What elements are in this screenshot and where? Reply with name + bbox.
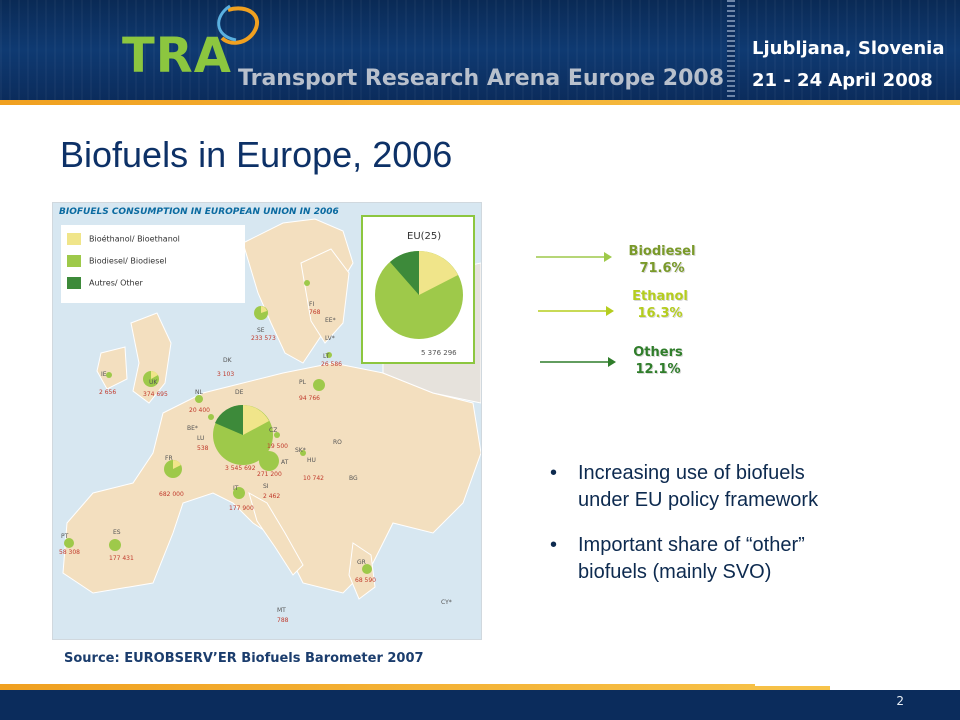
country-code: IE xyxy=(101,371,107,378)
legend-item-biodiesel: Biodiesel/ Biodiesel xyxy=(67,255,167,269)
country-value: 2 656 xyxy=(99,389,117,396)
country-value: 58 308 xyxy=(59,549,80,556)
header-divider xyxy=(727,0,735,100)
country-code: CZ xyxy=(269,427,278,434)
page-number: 2 xyxy=(896,694,904,708)
slide-title: Biofuels in Europe, 2006 xyxy=(60,134,453,175)
logo-wordmark: TRA xyxy=(122,28,232,84)
country-code: EE* xyxy=(325,317,336,324)
country-code: HU xyxy=(307,457,316,464)
bullet-dot-icon: • xyxy=(550,534,558,556)
eu-inset-label: EU(25) xyxy=(407,231,442,242)
header-texture xyxy=(0,0,960,100)
legend-label: Autres/ Other xyxy=(89,278,143,288)
europe-biofuels-map: BIOFUELS CONSUMPTION IN EUROPEAN UNION I… xyxy=(52,202,482,640)
event-dates: 21 - 24 April 2008 xyxy=(752,70,933,91)
bullet-item: • Increasing use of biofuels under EU po… xyxy=(550,460,850,514)
country-code: CY* xyxy=(441,599,452,606)
country-value: 233 573 xyxy=(251,335,276,342)
country-code: GR xyxy=(357,559,366,566)
footer-accent-rule xyxy=(0,684,830,690)
country-value: 3 545 692 xyxy=(225,465,256,472)
bullet-item: • Important share of “other” biofuels (m… xyxy=(550,532,850,586)
share-name: Others xyxy=(633,345,683,360)
country-value: 374 695 xyxy=(143,391,168,398)
share-biodiesel: Biodiesel 71.6% xyxy=(612,243,712,277)
arrow-right-icon xyxy=(536,252,612,262)
country-value: 26 586 xyxy=(321,361,342,368)
country-value: 768 xyxy=(309,309,321,316)
country-pies xyxy=(64,280,372,574)
country-code: BG xyxy=(349,475,358,482)
country-code: SK* xyxy=(295,447,306,454)
share-name: Ethanol xyxy=(632,289,688,304)
bullet-list: • Increasing use of biofuels under EU po… xyxy=(550,460,850,604)
country-code: AT xyxy=(281,459,289,466)
country-code: FR xyxy=(165,455,173,462)
country-value: 94 766 xyxy=(299,395,320,402)
legend-swatch xyxy=(67,233,81,245)
bullet-dot-icon: • xyxy=(550,462,558,484)
source-citation: Source: EUROBSERV’ER Biofuels Barometer … xyxy=(64,651,424,666)
country-value: 10 742 xyxy=(303,475,324,482)
eu-total-inset: EU(25) 5 376 296 xyxy=(361,215,475,364)
share-ethanol: Ethanol 16.3% xyxy=(610,288,710,322)
country-code: SI xyxy=(263,483,269,490)
country-value: 177 900 xyxy=(229,505,254,512)
country-value: 3 103 xyxy=(217,371,235,378)
country-code: PT xyxy=(61,533,69,540)
country-code: PL xyxy=(299,379,306,386)
share-value: 16.3% xyxy=(637,306,683,321)
map-legend: Bioéthanol/ Bioethanol Biodiesel/ Biodie… xyxy=(61,225,245,303)
country-value: 19 500 xyxy=(267,443,288,450)
legend-swatch xyxy=(67,277,81,289)
header-banner: TRA Transport Research Arena Europe 2008… xyxy=(0,0,960,100)
country-value: 68 590 xyxy=(355,577,376,584)
legend-item-bioethanol: Bioéthanol/ Bioethanol xyxy=(67,233,180,247)
arrow-right-icon xyxy=(538,306,614,316)
header-accent-rule xyxy=(0,100,960,105)
event-location: Ljubljana, Slovenia xyxy=(752,38,945,59)
country-code: ES xyxy=(113,529,121,536)
country-value: 271 200 xyxy=(257,471,282,478)
legend-label: Biodiesel/ Biodiesel xyxy=(89,256,167,266)
legend-swatch xyxy=(67,255,81,267)
country-code: LV* xyxy=(325,335,335,342)
event-title: Transport Research Arena Europe 2008 xyxy=(238,66,725,91)
country-code: LT xyxy=(323,353,330,360)
footer-highlight xyxy=(755,684,830,686)
country-value: 20 400 xyxy=(189,407,210,414)
country-code: LU xyxy=(197,435,205,442)
country-code: BE* xyxy=(187,425,198,432)
legend-item-other: Autres/ Other xyxy=(67,277,143,291)
legend-label: Bioéthanol/ Bioethanol xyxy=(89,234,180,244)
arrow-right-icon xyxy=(540,357,616,367)
country-code: DK xyxy=(223,357,232,364)
bullet-text: Increasing use of biofuels under EU poli… xyxy=(578,462,819,511)
share-name: Biodiesel xyxy=(628,244,696,259)
country-value: 2 462 xyxy=(263,493,281,500)
country-code: MT xyxy=(277,607,286,614)
country-value: 788 xyxy=(277,617,289,624)
logo-swoosh-icon xyxy=(217,4,259,45)
eu-pie-chart xyxy=(375,251,463,339)
eu-inset-total: 5 376 296 xyxy=(421,349,457,357)
country-value: 177 431 xyxy=(109,555,134,562)
country-code: NL xyxy=(195,389,203,396)
country-code: IT xyxy=(233,485,239,492)
share-others: Others 12.1% xyxy=(608,344,708,378)
country-code: FI xyxy=(309,301,315,308)
share-value: 12.1% xyxy=(635,362,681,377)
share-value: 71.6% xyxy=(639,261,685,276)
footer-bar xyxy=(0,684,960,720)
bullet-text: Important share of “other” biofuels (mai… xyxy=(578,534,805,583)
map-caption: BIOFUELS CONSUMPTION IN EUROPEAN UNION I… xyxy=(59,207,339,217)
country-code: DE xyxy=(235,389,244,396)
country-value: 682 000 xyxy=(159,491,184,498)
country-code: RO xyxy=(333,439,342,446)
country-code: SE xyxy=(257,327,265,334)
country-value: 538 xyxy=(197,445,209,452)
country-code: UK xyxy=(149,379,158,386)
